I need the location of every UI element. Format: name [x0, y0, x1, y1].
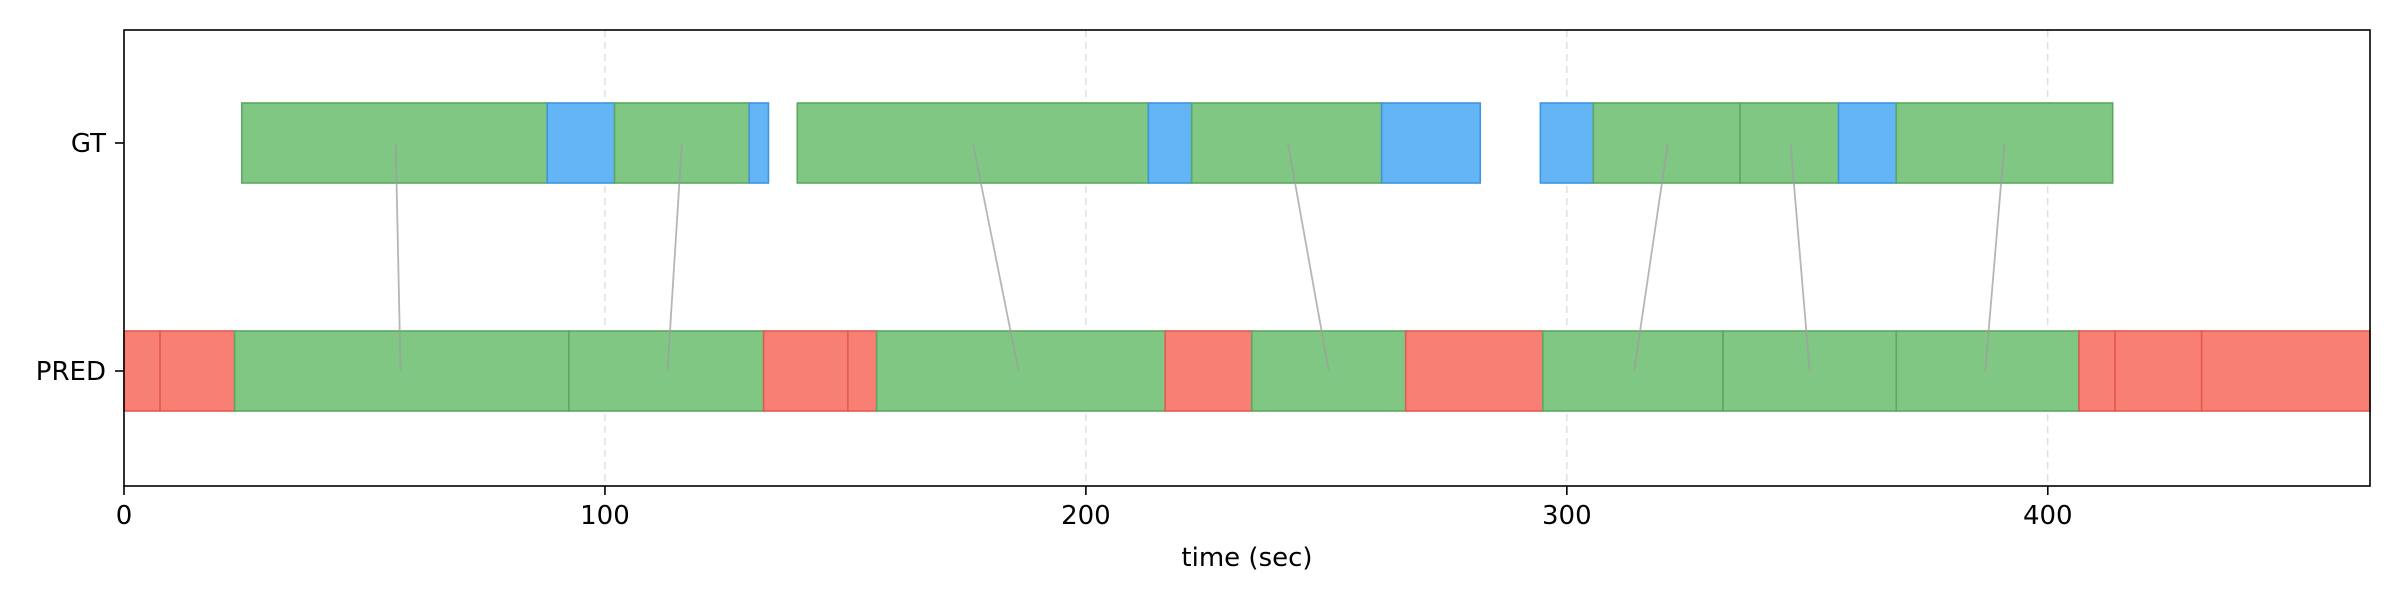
- segment-gt: [1592, 102, 1741, 184]
- segment-gt: [748, 102, 770, 184]
- link-line: [1286, 142, 1330, 372]
- segment-pred: [233, 330, 570, 412]
- segment-gt: [241, 102, 549, 184]
- x-tick-label: 100: [580, 501, 630, 531]
- axes-layer: 0 100 200 300 400 GT PRED: [36, 129, 2073, 531]
- segment-pred: [762, 330, 849, 412]
- segment-pred: [1251, 330, 1407, 412]
- segment-gt: [1147, 102, 1193, 184]
- segment-gt: [1895, 102, 2114, 184]
- x-axis-label: time (sec): [1181, 543, 1312, 573]
- x-tick-label: 300: [1542, 501, 1592, 531]
- segment-pred: [123, 330, 161, 412]
- segment-gt: [1539, 102, 1595, 184]
- segment-gt: [1739, 102, 1840, 184]
- grid-layer: [123, 30, 2049, 486]
- segment-gt: [1380, 102, 1482, 184]
- segment-pred: [1404, 330, 1544, 412]
- link-line: [1789, 142, 1811, 372]
- segment-pred: [2078, 330, 2116, 412]
- link-line: [1633, 142, 1669, 372]
- x-tick-label: 200: [1061, 501, 1111, 531]
- plot-frame: [123, 29, 2371, 487]
- segment-pred: [875, 330, 1167, 412]
- segment-pred: [159, 330, 236, 412]
- segment-gt: [1190, 102, 1383, 184]
- link-line: [666, 142, 683, 372]
- x-tick-label: 0: [116, 501, 133, 531]
- y-tick-label-pred: PRED: [36, 357, 106, 387]
- y-tick-label-gt: GT: [71, 129, 106, 159]
- segment-pred: [1164, 330, 1253, 412]
- segment-pred: [568, 330, 765, 412]
- link-line: [1984, 142, 2006, 372]
- segment-gt: [1837, 102, 1898, 184]
- segments-layer: [123, 102, 2371, 412]
- segment-gt: [796, 102, 1150, 184]
- segment-pred: [2114, 330, 2203, 412]
- link-line: [971, 142, 1020, 372]
- link-line: [394, 142, 402, 372]
- segment-gt: [546, 102, 616, 184]
- links-layer: [394, 142, 2006, 372]
- segment-pred: [847, 330, 878, 412]
- x-tick-label: 400: [2023, 501, 2073, 531]
- segment-pred: [2200, 330, 2371, 412]
- segment-pred: [1541, 330, 1724, 412]
